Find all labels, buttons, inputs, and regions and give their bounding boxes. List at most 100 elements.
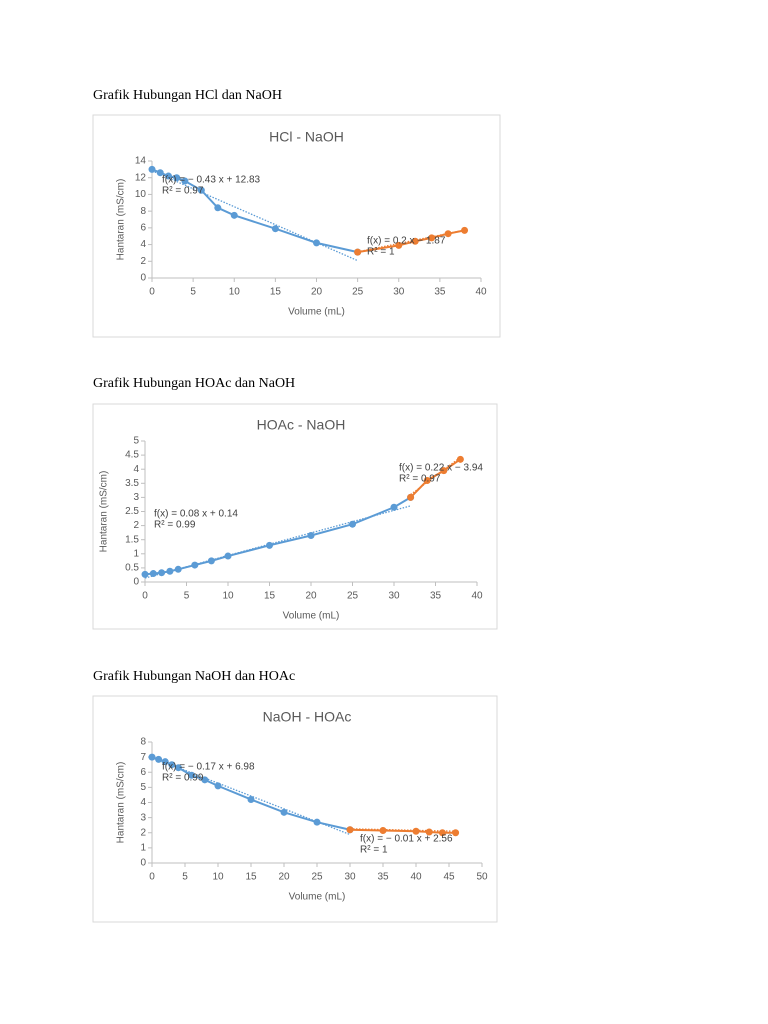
y-tick-label: 4.5 [125,450,139,461]
x-tick-label: 20 [305,591,317,602]
data-point [266,541,273,549]
data-point [230,211,238,219]
trendline-r2: R² = 0.99 [154,520,196,531]
x-tick-label: 15 [264,591,276,602]
x-tick-label: 0 [149,287,155,298]
x-tick-label: 10 [229,287,241,298]
chart-title: NaOH - HOAc [263,709,352,725]
trendline [349,828,456,832]
series-line [409,458,461,499]
y-axis-label: Hantaran (mS/cm) [99,471,110,553]
y-tick-label: 1.5 [125,534,139,545]
data-point [148,753,156,761]
x-tick-label: 35 [434,287,446,298]
data-point [148,165,156,173]
x-tick-label: 20 [278,872,290,883]
y-tick-label: 12 [135,172,147,183]
data-point [423,476,431,484]
data-point [168,761,176,769]
x-axis-label: Volume (mL) [283,611,340,622]
x-tick-label: 5 [190,287,196,298]
trendline-equation: f(x) = 0.22 x − 3.94 [399,463,483,474]
data-point [390,503,398,511]
data-point [280,808,288,816]
x-tick-label: 0 [149,872,155,883]
x-tick-label: 40 [471,591,483,602]
data-point [155,755,163,763]
data-point [379,826,387,834]
x-tick-label: 5 [184,591,190,602]
y-tick-label: 1 [140,843,146,854]
data-point [164,172,172,180]
x-tick-label: 10 [212,872,224,883]
x-tick-label: 35 [377,872,389,883]
data-point [214,204,222,212]
data-point [156,169,164,177]
y-tick-label: 2 [140,256,146,267]
data-point [428,234,436,242]
x-tick-label: 25 [352,287,364,298]
y-tick-label: 8 [140,206,146,217]
y-tick-label: 1 [133,548,139,559]
x-tick-label: 15 [270,287,282,298]
y-tick-label: 3.5 [125,478,139,489]
trendline-r2: R² = 1 [360,845,388,856]
heading: Grafik Hubungan HOAc dan NaOH [93,376,295,391]
x-tick-label: 15 [245,872,257,883]
y-axis-label: Hantaran (mS/cm) [116,179,127,261]
trendline-r2: R² = 1 [367,247,395,258]
data-point [438,829,446,837]
x-tick-label: 0 [142,591,148,602]
chart-title: HOAc - NaOH [257,417,346,433]
y-tick-label: 0.5 [125,563,139,574]
data-point [440,467,448,475]
trendline-equation: f(x) = − 0.17 x + 6.98 [162,762,255,773]
y-tick-label: 2 [133,520,139,531]
trendline-equation: f(x) = − 0.01 x + 2.56 [360,834,453,845]
data-point [191,561,199,569]
data-point [444,230,452,238]
y-tick-label: 6 [140,767,146,778]
data-point [411,237,419,245]
y-tick-label: 5 [133,436,139,447]
data-point [456,455,464,463]
data-point [214,782,222,790]
x-tick-label: 5 [182,872,188,883]
data-point [461,226,469,234]
y-axis-label: Hantaran (mS/cm) [116,762,127,844]
data-point [181,177,189,185]
data-point [174,764,182,772]
y-tick-label: 4 [133,464,139,475]
y-tick-label: 6 [140,222,146,233]
y-tick-label: 2 [140,827,146,838]
x-tick-label: 30 [344,872,356,883]
x-tick-label: 45 [443,872,455,883]
data-point [173,174,181,182]
x-tick-label: 20 [311,287,323,298]
data-point [271,225,279,233]
y-tick-label: 0 [140,858,146,869]
data-point [346,826,354,834]
data-point [412,827,420,835]
data-point [307,531,315,539]
data-point [407,493,415,501]
data-point [395,241,403,249]
data-point [149,570,157,578]
y-tick-label: 3 [140,812,146,823]
chart-frame [92,695,498,923]
data-point [188,771,196,779]
x-tick-label: 35 [430,591,442,602]
data-point [354,248,362,256]
data-point [174,565,182,573]
x-tick-label: 10 [222,591,234,602]
data-point [313,818,321,826]
y-tick-label: 0 [133,577,139,588]
data-point [207,557,215,565]
y-tick-label: 10 [135,189,147,200]
x-tick-label: 40 [410,872,422,883]
data-point [161,758,169,766]
chart-title: HCl - NaOH [269,129,344,145]
y-tick-label: 2.5 [125,506,139,517]
y-tick-label: 5 [140,782,146,793]
y-tick-label: 8 [140,737,146,748]
